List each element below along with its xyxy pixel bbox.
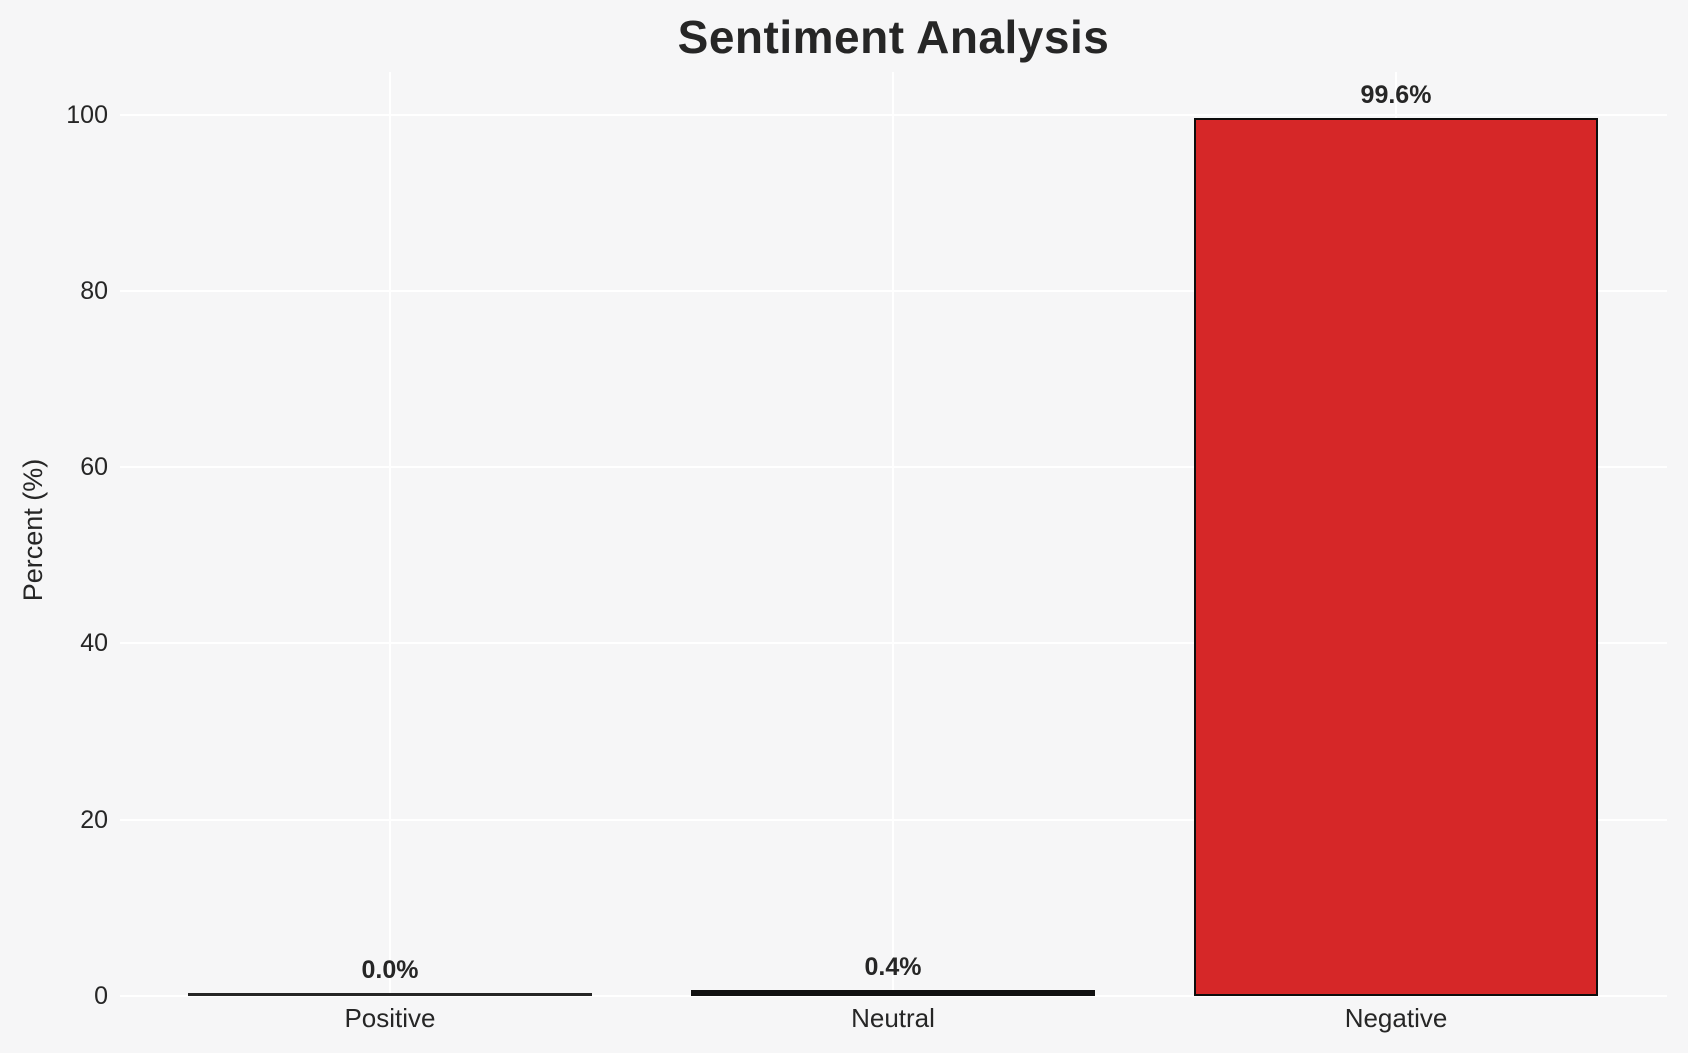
bar-value-label: 99.6% bbox=[1360, 81, 1432, 109]
x-gridline bbox=[892, 72, 894, 996]
bar-negative bbox=[1194, 118, 1598, 996]
y-gridline bbox=[120, 995, 1667, 997]
x-category-label: Neutral bbox=[851, 1003, 935, 1033]
y-tick-label: 0 bbox=[94, 982, 108, 1010]
bar-neutral bbox=[691, 990, 1095, 996]
x-gridline bbox=[389, 72, 391, 996]
bar-value-label: 0.4% bbox=[864, 953, 922, 981]
y-tick-label: 100 bbox=[66, 101, 108, 129]
chart-title: Sentiment Analysis bbox=[677, 11, 1110, 63]
x-category-label: Positive bbox=[344, 1003, 436, 1033]
y-tick-label: 60 bbox=[80, 453, 108, 481]
bar-value-label: 0.0% bbox=[361, 956, 419, 984]
x-category-label: Negative bbox=[1344, 1003, 1448, 1033]
y-tick-label: 20 bbox=[80, 806, 108, 834]
y-tick-label: 80 bbox=[80, 277, 108, 305]
y-tick-label: 40 bbox=[80, 629, 108, 657]
bar-positive bbox=[188, 993, 592, 996]
